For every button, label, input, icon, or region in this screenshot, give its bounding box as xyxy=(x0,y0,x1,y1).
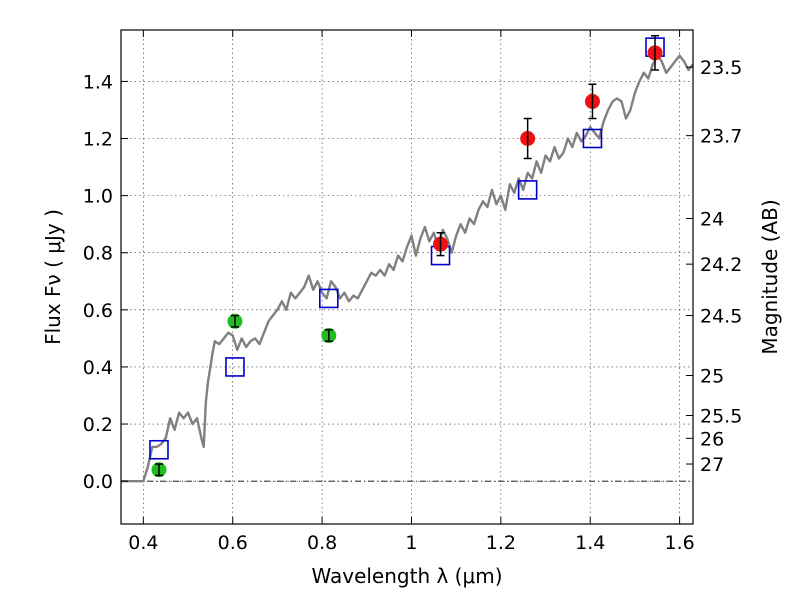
mag-tick-label: 23.7 xyxy=(700,126,742,148)
y-tick-label: 0.4 xyxy=(83,357,113,379)
model-square-point xyxy=(149,439,169,460)
mag-tick-label: 25.5 xyxy=(700,405,742,427)
mag-tick-label: 25 xyxy=(700,366,724,388)
tick-layer: 0.4 0.6 0.8 1 1.2 1.4 1.6 0.0 0.2 0.4 0.6 0.8 1.0 1.2… xyxy=(83,30,742,554)
x-tick-label: 0.8 xyxy=(307,532,337,554)
x-tick-label: 1.6 xyxy=(664,532,694,554)
x-axis-label: Wavelength λ (μm) xyxy=(311,564,502,588)
x-tick-label: 0.4 xyxy=(128,532,158,554)
x-tick-label: 0.6 xyxy=(218,532,248,554)
y-tick-label: 0.8 xyxy=(83,243,113,265)
mag-tick-label: 24.2 xyxy=(700,254,742,276)
mag-tick-label: 26 xyxy=(700,428,724,450)
y-tick-label: 1.2 xyxy=(83,129,113,151)
plot-background xyxy=(121,30,693,524)
y-tick-label: 0.6 xyxy=(83,300,113,322)
x-tick-label: 1 xyxy=(405,532,417,554)
y-axis-right-label: Magnitude (AB) xyxy=(758,199,782,354)
x-tick-label: 1.4 xyxy=(575,532,605,554)
x-tick-label: 1.2 xyxy=(486,532,516,554)
mag-tick-label: 24 xyxy=(700,208,724,230)
series-layer xyxy=(121,34,694,483)
mag-tick-label: 27 xyxy=(700,454,724,476)
model-square-point xyxy=(517,180,538,200)
y-tick-label: 0.0 xyxy=(83,471,113,493)
mag-tick-label: 24.5 xyxy=(700,306,742,328)
y-axis-label: Flux Fν ( μJy ) xyxy=(41,209,65,345)
y-tick-label: 1.4 xyxy=(83,71,113,93)
y-tick-label: 1.0 xyxy=(83,186,113,208)
model-square-point xyxy=(318,288,339,309)
sed-template-line xyxy=(121,54,694,483)
mag-tick-label: 23.5 xyxy=(700,57,742,79)
model-square-point xyxy=(225,357,245,377)
plot-frame xyxy=(120,29,694,525)
model-square-point xyxy=(582,128,603,149)
y-tick-label: 0.2 xyxy=(83,414,113,436)
